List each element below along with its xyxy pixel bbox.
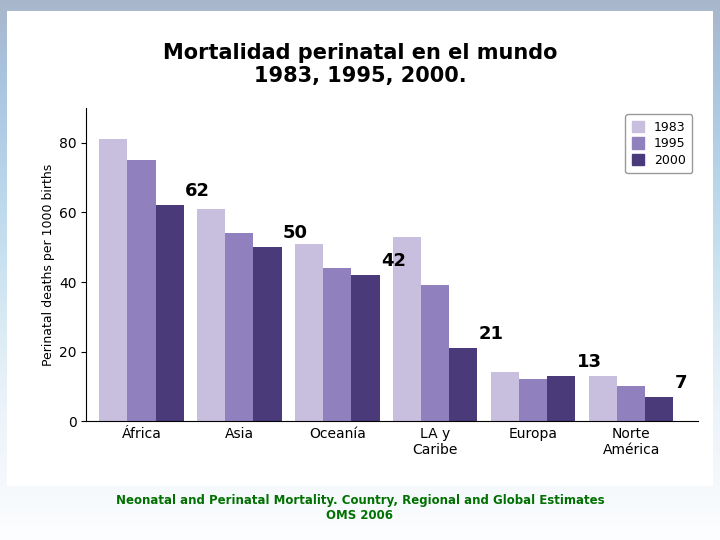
Bar: [295, 244, 323, 421]
Bar: [617, 387, 645, 421]
Text: 21: 21: [479, 325, 504, 343]
Bar: [449, 348, 477, 421]
Bar: [519, 380, 547, 421]
Text: Mortalidad perinatal en el mundo
1983, 1995, 2000.: Mortalidad perinatal en el mundo 1983, 1…: [163, 43, 557, 86]
Bar: [393, 237, 421, 421]
Legend: 1983, 1995, 2000: 1983, 1995, 2000: [625, 114, 692, 173]
Bar: [547, 376, 575, 421]
Text: 50: 50: [283, 224, 308, 242]
Bar: [491, 373, 519, 421]
Bar: [197, 209, 225, 421]
Bar: [645, 397, 673, 421]
Y-axis label: Perinatal deaths per 1000 births: Perinatal deaths per 1000 births: [42, 164, 55, 366]
Bar: [323, 268, 351, 421]
Text: Neonatal and Perinatal Mortality. Country, Regional and Global Estimates
OMS 200: Neonatal and Perinatal Mortality. Countr…: [116, 494, 604, 522]
Text: 7: 7: [675, 374, 687, 391]
Bar: [589, 376, 617, 421]
Bar: [99, 139, 127, 421]
Text: 13: 13: [577, 353, 602, 371]
Bar: [253, 247, 282, 421]
Text: 62: 62: [185, 182, 210, 200]
Bar: [225, 233, 253, 421]
Text: 42: 42: [381, 252, 406, 270]
Bar: [156, 205, 184, 421]
Bar: [351, 275, 379, 421]
Bar: [127, 160, 156, 421]
Bar: [421, 286, 449, 421]
